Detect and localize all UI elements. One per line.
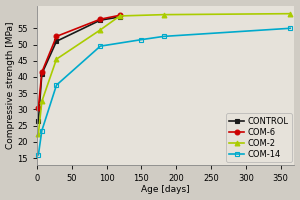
CONTROL bbox=[98, 19, 102, 21]
Line: COM-14: COM-14 bbox=[36, 26, 293, 157]
CONTROL bbox=[37, 120, 40, 122]
CONTROL bbox=[118, 16, 122, 18]
COM-14 bbox=[98, 45, 102, 47]
CONTROL bbox=[55, 40, 58, 42]
Y-axis label: Compressive strength [MPa]: Compressive strength [MPa] bbox=[6, 21, 15, 149]
COM-2 bbox=[98, 29, 102, 31]
COM-14 bbox=[289, 27, 292, 29]
COM-14 bbox=[40, 129, 44, 132]
COM-2 bbox=[40, 100, 44, 103]
COM-2 bbox=[289, 12, 292, 15]
COM-6 bbox=[118, 14, 122, 16]
COM-2 bbox=[118, 15, 122, 17]
COM-6 bbox=[37, 107, 40, 109]
COM-14 bbox=[37, 154, 40, 156]
Line: COM-6: COM-6 bbox=[36, 13, 122, 110]
COM-6 bbox=[98, 18, 102, 20]
COM-14 bbox=[55, 84, 58, 86]
COM-2 bbox=[55, 58, 58, 60]
Line: COM-2: COM-2 bbox=[36, 11, 293, 136]
COM-6 bbox=[55, 35, 58, 38]
COM-2 bbox=[162, 13, 165, 16]
COM-2 bbox=[37, 133, 40, 135]
Line: CONTROL: CONTROL bbox=[36, 14, 122, 123]
Legend: CONTROL, COM-6, COM-2, COM-14: CONTROL, COM-6, COM-2, COM-14 bbox=[226, 113, 292, 162]
COM-14 bbox=[140, 38, 143, 41]
CONTROL bbox=[40, 73, 44, 75]
COM-14 bbox=[162, 35, 165, 38]
X-axis label: Age [days]: Age [days] bbox=[141, 185, 190, 194]
COM-6 bbox=[40, 71, 44, 73]
